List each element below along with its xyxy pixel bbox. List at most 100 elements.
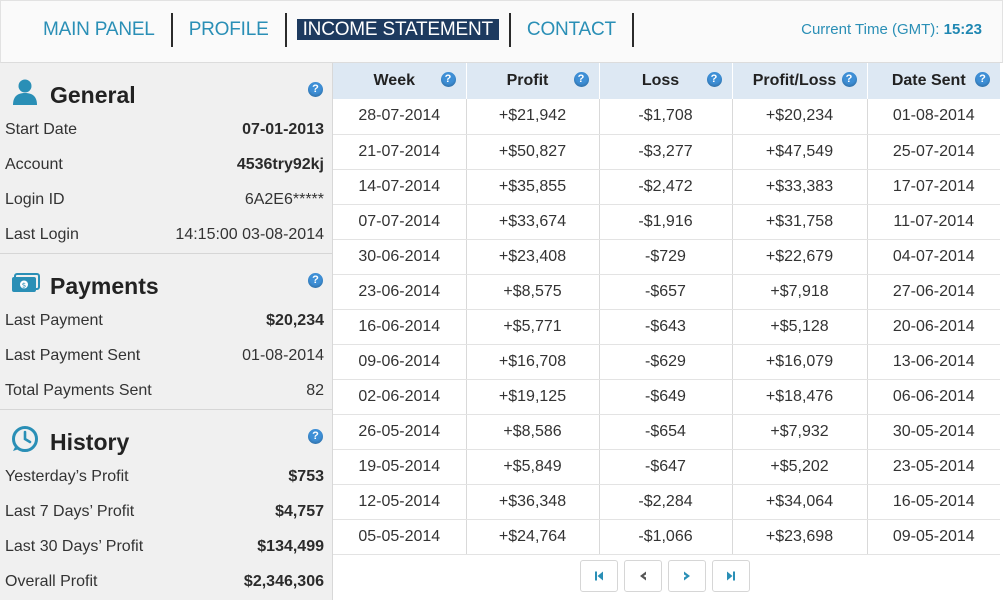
first-page-button[interactable] (580, 560, 618, 592)
nav-profile[interactable]: PROFILE (188, 19, 269, 40)
nav-divider (284, 13, 287, 47)
history-section: History ? Yesterday’s Profit $753 Last 7 … (0, 410, 332, 600)
nav-main-panel[interactable]: MAIN PANEL (43, 19, 155, 40)
help-icon[interactable]: ? (308, 82, 323, 97)
cell-profit: +$33,674 (466, 204, 600, 240)
column-header-label: Loss (641, 72, 680, 89)
start-date-label: Start Date (5, 121, 78, 138)
login-id-value: 6A2E6***** (244, 191, 324, 208)
cell-profit-loss: +$5,128 (732, 309, 868, 345)
cell-profit: +$36,348 (466, 484, 600, 520)
help-icon[interactable]: ? (440, 72, 456, 87)
help-icon[interactable]: ? (573, 72, 589, 87)
nav-income-statement[interactable]: INCOME STATEMENT (296, 19, 499, 40)
yesterday-profit-label: Yesterday’s Profit (5, 468, 129, 485)
last-payment-sent-value: 01-08-2014 (242, 347, 324, 364)
clock-label: Current Time (GMT): (801, 21, 940, 38)
info-row: Total Payments Sent 82 (0, 374, 332, 409)
month-profit-label: Last 30 Days’ Profit (5, 538, 144, 555)
cell-profit-loss: +$18,476 (732, 379, 868, 415)
money-icon: $ (12, 273, 40, 292)
nav-active-wrap: INCOME STATEMENT (287, 13, 509, 47)
info-row: Account 4536try92kj (0, 148, 332, 183)
column-header-profit-loss[interactable]: Profit/Loss? (732, 63, 868, 99)
income-statement-table-wrapper: Week? Profit? Loss? Profit/Loss? Date Sent? … (333, 63, 1003, 555)
prev-page-button[interactable] (624, 560, 662, 592)
cell-profit-loss: +$20,234 (732, 99, 868, 135)
table-row: 21-07-2014 +$50,827 -$3,277 +$47,549 25-07-2… (333, 134, 1000, 170)
cell-profit: +$19,125 (466, 379, 600, 415)
clock-value: 15:23 (943, 21, 982, 38)
table-row: 26-05-2014 +$8,586 -$654 +$7,932 30-05-2014 (333, 414, 1000, 450)
cell-profit: +$8,586 (466, 414, 600, 450)
account-label: Account (5, 156, 63, 173)
cell-profit-loss: +$5,202 (732, 449, 868, 485)
cell-profit-loss: +$16,079 (732, 344, 868, 380)
column-header-week[interactable]: Week? (333, 63, 467, 99)
help-icon[interactable]: ? (308, 273, 323, 288)
last-login-label: Last Login (5, 226, 79, 243)
cell-date-sent: 20-06-2014 (867, 309, 1000, 345)
next-page-button[interactable] (668, 560, 706, 592)
month-profit-value: $134,499 (257, 538, 324, 555)
cell-profit: +$23,408 (466, 239, 600, 275)
column-header-loss[interactable]: Loss? (599, 63, 733, 99)
table-row: 07-07-2014 +$33,674 -$1,916 +$31,758 11-07-2… (333, 204, 1000, 240)
cell-week: 30-06-2014 (333, 239, 467, 275)
cell-profit: +$8,575 (466, 274, 600, 310)
nav-contact[interactable]: CONTACT (526, 19, 616, 40)
column-header-label: Week (373, 72, 415, 89)
cell-loss: -$649 (599, 379, 733, 415)
cell-loss: -$1,916 (599, 204, 733, 240)
column-header-label: Profit (506, 72, 549, 89)
table-header-row: Week? Profit? Loss? Profit/Loss? Date Sent? (333, 63, 1000, 99)
yesterday-profit-value: $753 (288, 468, 324, 485)
cell-week: 09-06-2014 (333, 344, 467, 380)
column-header-date-sent[interactable]: Date Sent? (867, 63, 1000, 99)
info-row: Last Login 14:15:00 03-08-2014 (0, 218, 332, 253)
cell-date-sent: 16-05-2014 (867, 484, 1000, 520)
cell-loss: -$1,066 (599, 519, 733, 555)
prev-page-icon (640, 571, 646, 581)
week-profit-label: Last 7 Days’ Profit (5, 503, 135, 520)
first-page-icon (595, 571, 603, 581)
cell-week: 21-07-2014 (333, 134, 467, 170)
help-icon[interactable]: ? (975, 72, 990, 87)
help-icon[interactable]: ? (841, 72, 857, 87)
table-row: 30-06-2014 +$23,408 -$729 +$22,679 04-07-201… (333, 239, 1000, 275)
column-header-label: Date Sent (891, 72, 966, 89)
cell-profit-loss: +$7,918 (732, 274, 868, 310)
help-icon[interactable]: ? (308, 429, 323, 444)
pagination (580, 560, 750, 592)
general-section: General ? Start Date 07-01-2013 Account 45… (0, 63, 332, 254)
table-row: 16-06-2014 +$5,771 -$643 +$5,128 20-06-2014 (333, 309, 1000, 345)
nav-divider (170, 13, 173, 47)
history-title: History (50, 429, 130, 455)
cell-loss: -$2,284 (599, 484, 733, 520)
cell-loss: -$654 (599, 414, 733, 450)
table-row: 14-07-2014 +$35,855 -$2,472 +$33,383 17-07-2… (333, 169, 1000, 205)
column-header-profit[interactable]: Profit? (466, 63, 600, 99)
cell-date-sent: 11-07-2014 (867, 204, 1000, 240)
cell-date-sent: 25-07-2014 (867, 134, 1000, 170)
last-payment-sent-label: Last Payment Sent (5, 347, 141, 364)
help-icon[interactable]: ? (706, 72, 722, 87)
account-summary-panel: General ? Start Date 07-01-2013 Account 45… (0, 63, 333, 600)
table-row: 05-05-2014 +$24,764 -$1,066 +$23,698 09-05-2… (333, 519, 1000, 555)
cell-week: 28-07-2014 (333, 99, 467, 135)
current-time: Current Time (GMT): 15:23 (801, 21, 982, 38)
info-row: Start Date 07-01-2013 (0, 113, 332, 148)
cell-loss: -$2,472 (599, 169, 733, 205)
cell-week: 14-07-2014 (333, 169, 467, 205)
cell-date-sent: 23-05-2014 (867, 449, 1000, 485)
main-nav: MAIN PANEL PROFILE INCOME STATEMENT CONT… (27, 13, 634, 47)
cell-date-sent: 17-07-2014 (867, 169, 1000, 205)
column-header-label: Profit/Loss (752, 72, 837, 89)
last-page-button[interactable] (712, 560, 750, 592)
cell-date-sent: 01-08-2014 (867, 99, 1000, 135)
cell-loss: -$629 (599, 344, 733, 380)
cell-loss: -$3,277 (599, 134, 733, 170)
table-row: 12-05-2014 +$36,348 -$2,284 +$34,064 16-05-2… (333, 484, 1000, 520)
table-row: 19-05-2014 +$5,849 -$647 +$5,202 23-05-2014 (333, 449, 1000, 485)
cell-week: 07-07-2014 (333, 204, 467, 240)
